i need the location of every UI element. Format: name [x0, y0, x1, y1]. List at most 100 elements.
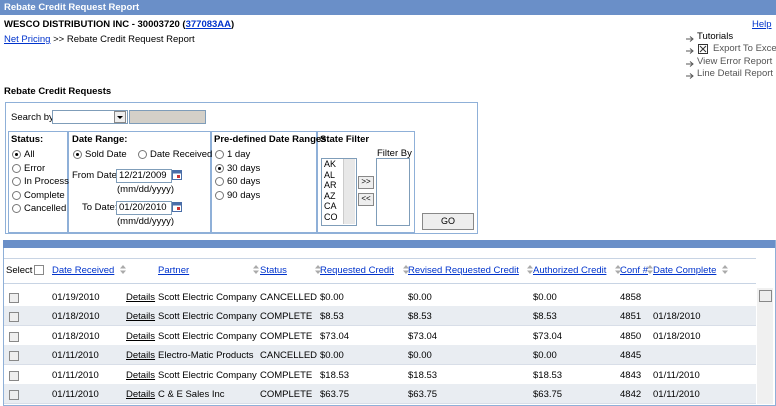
remove-button[interactable]: <<	[358, 193, 374, 206]
radio[interactable]	[215, 163, 224, 173]
radio-label: 60 days	[227, 176, 261, 187]
column-header[interactable]: Status	[260, 265, 287, 276]
state-option[interactable]: AK	[324, 159, 337, 169]
radio[interactable]	[215, 190, 224, 200]
details-link[interactable]: Details	[126, 292, 156, 303]
radio-label: 1 day	[227, 149, 251, 160]
from-input[interactable]: 12/21/2009	[116, 169, 172, 183]
table-cell: $8.53	[320, 311, 344, 323]
row-checkbox[interactable]	[9, 390, 19, 400]
radio[interactable]	[215, 150, 224, 159]
sort-icon[interactable]	[315, 265, 321, 277]
column-header[interactable]: Requested Credit	[320, 265, 394, 276]
table-cell: Scott Electric Company	[158, 369, 257, 381]
radio-label: Sold Date	[85, 149, 127, 160]
select-label: Select	[6, 265, 33, 276]
column-header[interactable]: Authorized Credit	[533, 265, 607, 276]
list-scrollbar[interactable]	[343, 159, 355, 224]
table-cell: $0.00	[320, 350, 344, 362]
to-format: (mm/dd/yyyy)	[117, 216, 174, 227]
table-row	[4, 306, 756, 327]
radio[interactable]	[12, 190, 21, 200]
to-input[interactable]: 01/20/2010	[116, 201, 172, 215]
calendar-icon[interactable]	[172, 170, 182, 180]
date-range-title: Date Range:	[72, 134, 128, 145]
sort-icon[interactable]	[722, 265, 728, 277]
details-link[interactable]: Details	[126, 330, 156, 342]
radio-label: Error	[24, 162, 46, 174]
select-arrow[interactable]	[114, 111, 126, 123]
radio[interactable]	[12, 177, 21, 186]
from-label: From Date:	[72, 170, 120, 181]
sort-icon[interactable]	[527, 265, 533, 277]
column-header[interactable]: Partner	[158, 265, 190, 276]
radio[interactable]	[138, 150, 147, 159]
search-input[interactable]	[129, 110, 206, 124]
side-link[interactable]: Export To Excel	[713, 43, 776, 55]
predefined-box	[211, 131, 317, 233]
table-cell: $18.53	[320, 369, 350, 381]
table-cell: $63.75	[533, 389, 563, 400]
radio[interactable]	[12, 204, 21, 213]
row-checkbox[interactable]	[9, 331, 19, 342]
row-checkbox[interactable]	[9, 351, 19, 362]
breadcrumb-link[interactable]: Net Pricing	[4, 34, 51, 45]
column-header[interactable]: Date Received	[52, 265, 115, 276]
column-header[interactable]: Revised Requested Credit	[408, 265, 519, 276]
table-cell: C & E Sales Inc	[158, 389, 225, 400]
state-option[interactable]: AZ	[324, 190, 336, 201]
header-row	[4, 258, 756, 284]
row-checkbox[interactable]	[9, 293, 19, 303]
column-header[interactable]: Date Complete	[653, 265, 717, 276]
table-cell: 01/11/2010	[653, 389, 700, 400]
state-option[interactable]: CO	[324, 211, 338, 222]
row-checkbox[interactable]	[9, 312, 19, 323]
from-format: (mm/dd/yyyy)	[117, 184, 174, 195]
sort-icon[interactable]	[253, 265, 259, 277]
sort-icon[interactable]	[615, 265, 621, 277]
side-link[interactable]: Tutorials	[697, 31, 734, 42]
table-row	[4, 287, 756, 307]
details-link[interactable]: Details	[126, 369, 156, 381]
table-cell: $0.00	[320, 292, 344, 303]
table-cell: 4843	[620, 369, 642, 381]
state-option[interactable]: CA	[324, 201, 337, 211]
select-all[interactable]	[34, 265, 44, 275]
scroll-up[interactable]	[759, 290, 772, 302]
table-cell: CANCELLED	[260, 350, 318, 362]
table-cell: 4842	[620, 389, 642, 400]
table-cell: Scott Electric Company	[158, 292, 257, 303]
date-range-box	[68, 131, 211, 233]
calendar-icon[interactable]	[172, 202, 182, 212]
scrollbar[interactable]	[757, 288, 773, 404]
help-link[interactable]: Help	[752, 19, 772, 30]
details-link[interactable]: Details	[126, 311, 156, 323]
radio[interactable]	[12, 163, 21, 173]
table-cell: $0.00	[533, 350, 557, 362]
sort-icon[interactable]	[120, 265, 126, 277]
side-link[interactable]: View Error Report	[697, 55, 773, 67]
table-cell: $18.53	[533, 369, 563, 381]
sort-icon[interactable]	[403, 265, 409, 277]
add-button[interactable]: >>	[358, 176, 374, 189]
sort-icon[interactable]	[647, 265, 653, 277]
table-cell: 4850	[620, 330, 642, 342]
state-option[interactable]: AR	[324, 180, 337, 190]
radio[interactable]	[12, 150, 21, 159]
table-row	[4, 325, 756, 346]
filter-by-list[interactable]	[376, 158, 410, 226]
row-checkbox[interactable]	[9, 370, 19, 381]
radio[interactable]	[215, 177, 224, 186]
side-link[interactable]: Line Detail Report	[697, 67, 774, 79]
state-option[interactable]: AL	[324, 169, 336, 180]
arrow-icon	[686, 34, 695, 45]
search-select[interactable]	[52, 110, 128, 124]
radio[interactable]	[73, 150, 82, 159]
details-link[interactable]: Details	[126, 350, 156, 362]
go-button[interactable]: GO	[422, 213, 474, 230]
table-cell: $73.04	[408, 330, 438, 342]
radio-label: Cancelled	[24, 203, 67, 214]
column-header[interactable]: Conf #	[620, 265, 648, 276]
account-link[interactable]: 377083AA	[185, 19, 232, 30]
details-link[interactable]: Details	[126, 389, 156, 400]
